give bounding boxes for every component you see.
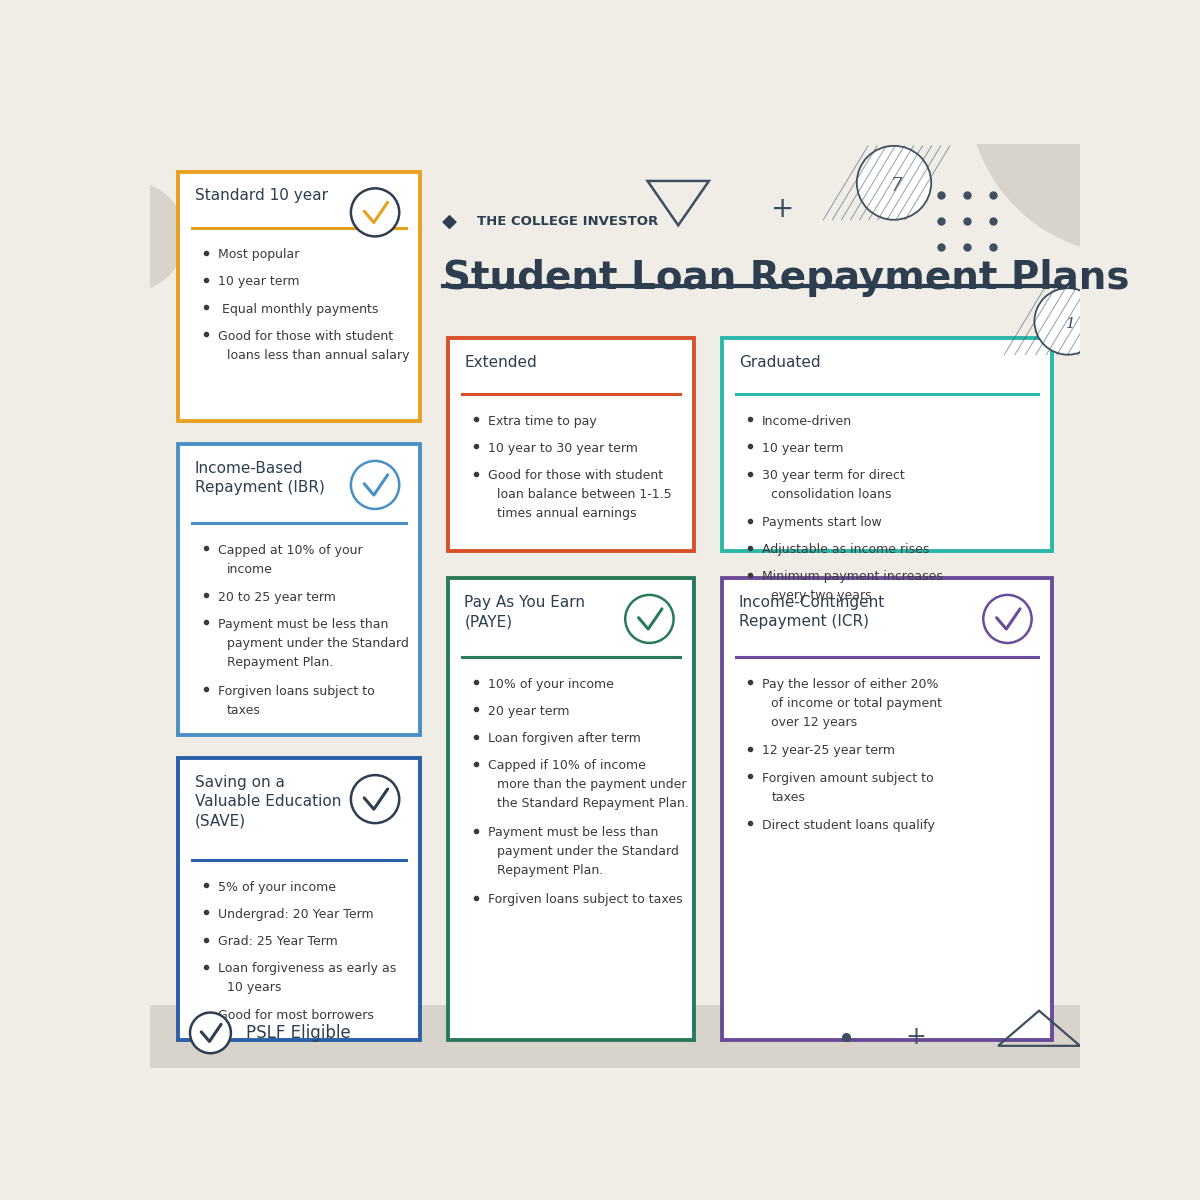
Circle shape xyxy=(350,775,400,823)
Text: Good for those with student: Good for those with student xyxy=(487,469,662,482)
Text: Minimum payment increases: Minimum payment increases xyxy=(762,570,943,583)
Text: taxes: taxes xyxy=(227,703,262,716)
Text: Payments start low: Payments start low xyxy=(762,516,882,529)
Text: 5% of your income: 5% of your income xyxy=(218,881,336,894)
Text: Forgiven amount subject to: Forgiven amount subject to xyxy=(762,772,934,785)
Text: Saving on a
Valuable Education
(SAVE): Saving on a Valuable Education (SAVE) xyxy=(194,775,341,828)
Text: 10% of your income: 10% of your income xyxy=(487,678,613,691)
Text: taxes: taxes xyxy=(772,791,805,804)
Text: payment under the Standard: payment under the Standard xyxy=(227,637,409,650)
Text: every two years: every two years xyxy=(772,589,872,602)
Circle shape xyxy=(1034,288,1102,355)
Circle shape xyxy=(968,0,1200,254)
Text: Capped if 10% of income: Capped if 10% of income xyxy=(487,760,646,773)
Text: Undergrad: 20 Year Term: Undergrad: 20 Year Term xyxy=(218,908,373,920)
Text: Student Loan Repayment Plans: Student Loan Repayment Plans xyxy=(443,258,1129,296)
Circle shape xyxy=(190,1013,230,1054)
Text: Forgiven loans subject to taxes: Forgiven loans subject to taxes xyxy=(487,893,683,906)
Text: Most popular: Most popular xyxy=(218,248,299,262)
Text: 10 years: 10 years xyxy=(227,982,282,995)
Text: 7: 7 xyxy=(892,176,902,194)
FancyBboxPatch shape xyxy=(448,338,694,551)
FancyBboxPatch shape xyxy=(722,338,1052,551)
Text: Standard 10 year: Standard 10 year xyxy=(194,188,328,203)
Text: ◆: ◆ xyxy=(442,212,457,232)
Text: Payment must be less than: Payment must be less than xyxy=(218,618,389,631)
Circle shape xyxy=(350,461,400,509)
Text: 10 year term: 10 year term xyxy=(762,442,844,455)
Text: Loan forgiven after term: Loan forgiven after term xyxy=(487,732,641,745)
Text: Pay As You Earn
(PAYE): Pay As You Earn (PAYE) xyxy=(464,595,586,629)
Text: 20 year term: 20 year term xyxy=(487,704,569,718)
Text: Income-driven: Income-driven xyxy=(762,414,852,427)
Text: +: + xyxy=(770,194,794,223)
Text: Good for most borrowers: Good for most borrowers xyxy=(218,1009,373,1022)
Text: Loan forgiveness as early as: Loan forgiveness as early as xyxy=(218,962,396,976)
Text: Forgiven loans subject to: Forgiven loans subject to xyxy=(218,685,374,697)
Text: Graduated: Graduated xyxy=(739,355,821,370)
Text: the Standard Repayment Plan.: the Standard Repayment Plan. xyxy=(497,797,689,810)
Text: Capped at 10% of your: Capped at 10% of your xyxy=(218,544,362,557)
Text: PSLF Eligible: PSLF Eligible xyxy=(246,1024,350,1042)
Text: THE COLLEGE INVESTOR: THE COLLEGE INVESTOR xyxy=(478,215,659,228)
FancyBboxPatch shape xyxy=(150,1006,1080,1068)
Text: 30 year term for direct: 30 year term for direct xyxy=(762,469,905,482)
Text: of income or total payment: of income or total payment xyxy=(772,697,942,709)
Circle shape xyxy=(857,146,931,220)
Text: 10 year to 30 year term: 10 year to 30 year term xyxy=(487,442,637,455)
Text: Repayment Plan.: Repayment Plan. xyxy=(497,864,604,877)
Circle shape xyxy=(350,188,400,236)
FancyBboxPatch shape xyxy=(178,444,420,736)
Text: times annual earnings: times annual earnings xyxy=(497,508,636,520)
Text: Income-Based
Repayment (IBR): Income-Based Repayment (IBR) xyxy=(194,461,324,496)
Text: 10 year term: 10 year term xyxy=(218,275,299,288)
Text: loan balance between 1-1.5: loan balance between 1-1.5 xyxy=(497,488,672,500)
Text: Extra time to pay: Extra time to pay xyxy=(487,414,596,427)
Text: over 12 years: over 12 years xyxy=(772,715,857,728)
FancyBboxPatch shape xyxy=(178,172,420,421)
Text: loans less than annual salary: loans less than annual salary xyxy=(227,349,409,362)
Text: +: + xyxy=(905,1025,926,1049)
Circle shape xyxy=(625,595,673,643)
Text: income: income xyxy=(227,563,274,576)
FancyBboxPatch shape xyxy=(722,578,1052,1040)
Text: payment under the Standard: payment under the Standard xyxy=(497,845,679,858)
Text: Pay the lessor of either 20%: Pay the lessor of either 20% xyxy=(762,678,938,691)
FancyBboxPatch shape xyxy=(448,578,694,1040)
FancyBboxPatch shape xyxy=(178,758,420,1040)
Text: Payment must be less than: Payment must be less than xyxy=(487,826,658,839)
Text: consolidation loans: consolidation loans xyxy=(772,488,892,500)
Text: Repayment Plan.: Repayment Plan. xyxy=(227,656,334,668)
Circle shape xyxy=(983,595,1032,643)
Text: Direct student loans qualify: Direct student loans qualify xyxy=(762,818,935,832)
Text: more than the payment under: more than the payment under xyxy=(497,779,686,791)
Text: Adjustable as income rises: Adjustable as income rises xyxy=(762,544,929,556)
Text: Grad: 25 Year Term: Grad: 25 Year Term xyxy=(218,935,337,948)
Text: Equal monthly payments: Equal monthly payments xyxy=(218,302,378,316)
Circle shape xyxy=(73,181,185,292)
Text: 1: 1 xyxy=(1066,317,1075,331)
Text: Good for those with student: Good for those with student xyxy=(218,330,394,343)
Text: Income-Contingent
Repayment (ICR): Income-Contingent Repayment (ICR) xyxy=(739,595,884,629)
Text: 12 year-25 year term: 12 year-25 year term xyxy=(762,744,895,757)
Text: 20 to 25 year term: 20 to 25 year term xyxy=(218,590,336,604)
Text: Extended: Extended xyxy=(464,355,538,370)
